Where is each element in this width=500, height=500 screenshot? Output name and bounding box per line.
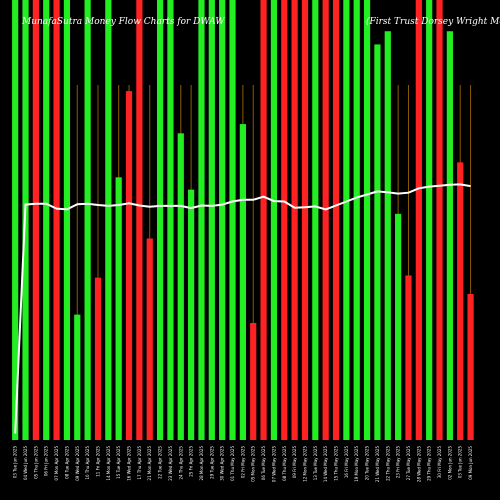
- flow-bar-up: [219, 0, 226, 440]
- flow-bar-up: [353, 0, 360, 440]
- flow-bar-up: [229, 0, 236, 440]
- flow-bar-up: [208, 0, 215, 440]
- x-tick-label: 02 Fri May 2025: [240, 446, 245, 479]
- chart-title: MunafaSutra Money Flow Charts for DWAW: [21, 17, 225, 27]
- flow-bar-down: [146, 238, 153, 440]
- x-tick-label: 23 Fri May 2025: [396, 446, 401, 479]
- flow-bar-up: [312, 0, 319, 440]
- x-tick-label: 21 Wed May 2025: [375, 446, 380, 483]
- money-flow-line: [14, 183, 471, 434]
- flow-bar-up: [63, 0, 71, 440]
- x-tick-label: 05 Thu Jun 2025: [33, 446, 38, 479]
- x-tick-label: 09 Mon Jun 2025: [468, 446, 473, 480]
- x-tick-label: 29 Thu May 2025: [427, 446, 432, 481]
- x-tick-label: 03 Tue Jun 2025: [458, 446, 463, 479]
- x-tick-label: 01 Thu May 2025: [230, 446, 235, 481]
- x-tick-label: 09 Fri May 2025: [292, 446, 297, 479]
- flow-bar-up: [12, 0, 19, 440]
- flow-bar-down: [291, 0, 298, 440]
- x-tick-label: 25 Fri Apr 2025: [189, 446, 194, 477]
- chart-title-group: MunafaSutra Money Flow Charts for DWAW (…: [21, 16, 500, 27]
- x-tick-label: 24 Thu Apr 2025: [178, 446, 183, 480]
- x-tick-label: 04 Wed Jun 2025: [23, 446, 28, 481]
- flow-bar-down: [415, 0, 422, 440]
- x-tick-label: 15 Thu May 2025: [334, 446, 339, 481]
- x-tick-label: 06 Tue May 2025: [261, 446, 266, 481]
- flow-bar-up: [270, 0, 278, 440]
- x-tick-label: 17 Thu Apr 2025: [137, 446, 142, 480]
- x-tick-label: 21 Mon Apr 2025: [147, 446, 152, 481]
- flow-bar-up: [177, 133, 184, 440]
- x-tick-label: 22 Tue Apr 2025: [158, 446, 163, 479]
- x-tick-label: 05 Mon May 2025: [251, 446, 256, 482]
- x-tick-label: 23 Wed Apr 2025: [168, 446, 173, 481]
- flow-bar-down: [457, 162, 464, 441]
- flow-bar-down: [250, 322, 257, 440]
- x-tick-label: 02 Mon Jun 2025: [447, 446, 452, 480]
- x-tick-label: 08 Thu May 2025: [282, 446, 287, 481]
- flow-bar-up: [374, 44, 381, 440]
- x-tick-label: 03 Tue Jun 2025: [13, 446, 18, 479]
- flow-bar-up: [43, 0, 50, 440]
- flow-bar-down: [322, 0, 329, 440]
- x-axis-tick-labels: 03 Tue Jun 2025 04 Wed Jun 2025 05 Thu Jun…: [13, 446, 473, 483]
- x-tick-label: 09 Wed Apr 2025: [75, 446, 80, 481]
- x-tick-label: 30 Fri May 2025: [437, 446, 442, 479]
- flow-bar-down: [32, 0, 39, 440]
- x-tick-label: 07 Wed May 2025: [271, 446, 276, 483]
- flow-bar-down: [301, 0, 309, 440]
- x-tick-label: 11 Fri Apr 2025: [95, 446, 100, 477]
- x-tick-label: 19 Mon May 2025: [354, 446, 359, 482]
- x-tick-label: 28 Wed May 2025: [416, 446, 421, 483]
- flow-bar-up: [239, 124, 246, 440]
- flow-bar-up: [188, 189, 195, 440]
- x-tick-label: 20 Tue May 2025: [365, 446, 370, 481]
- x-tick-label: 30 Wed Apr 2025: [220, 446, 225, 481]
- flow-bar-down: [53, 0, 60, 440]
- flow-bar-up: [343, 0, 350, 440]
- x-tick-label: 13 Tue May 2025: [313, 446, 318, 481]
- flow-bar-up: [446, 31, 453, 441]
- flow-bar-up: [84, 0, 91, 440]
- flow-bar-up: [426, 0, 433, 440]
- x-tick-label: 10 Thu Apr 2025: [85, 446, 90, 480]
- flow-bar-up: [384, 31, 391, 441]
- chart-subtitle: (First Trust Dorsey Wright Momentum: [366, 16, 500, 27]
- flow-bar-down: [332, 0, 340, 440]
- flow-bar-up: [74, 314, 81, 440]
- flow-bar-up: [105, 0, 112, 440]
- flow-bar-down: [94, 277, 102, 440]
- x-tick-label: 27 Tue May 2025: [406, 446, 411, 481]
- flow-bar-up: [395, 213, 402, 440]
- flow-bar-down: [436, 0, 443, 440]
- flow-bar-up: [156, 0, 164, 440]
- x-tick-label: 14 Wed May 2025: [323, 446, 328, 483]
- x-tick-label: 29 Tue Apr 2025: [209, 446, 214, 479]
- flow-bar-down: [405, 275, 412, 440]
- x-tick-label: 16 Fri May 2025: [344, 446, 349, 479]
- x-tick-label: 12 Mon May 2025: [302, 446, 307, 482]
- x-tick-label: 07 Mon Apr 2025: [54, 446, 59, 481]
- bar-layer: [12, 0, 474, 441]
- flow-bar-down: [125, 91, 133, 440]
- flow-bar-up: [363, 0, 371, 440]
- x-tick-label: 15 Tue Apr 2025: [116, 446, 121, 479]
- x-tick-label: 16 Wed Apr 2025: [127, 446, 132, 481]
- x-tick-label: 28 Mon Apr 2025: [199, 446, 204, 481]
- flow-bar-down: [136, 0, 143, 440]
- x-tick-label: 14 Mon Apr 2025: [106, 446, 111, 481]
- x-tick-label: 06 Fri Jun 2025: [44, 446, 49, 477]
- flow-bar-up: [167, 0, 174, 440]
- flow-bar-up: [115, 177, 122, 440]
- x-tick-label: 08 Tue Apr 2025: [64, 446, 69, 479]
- flow-bar-down: [467, 293, 474, 440]
- flow-bar-down: [260, 0, 267, 440]
- x-tick-label: 22 Thu May 2025: [385, 446, 390, 481]
- flow-bar-down: [281, 0, 288, 440]
- flow-bar-up: [198, 0, 205, 440]
